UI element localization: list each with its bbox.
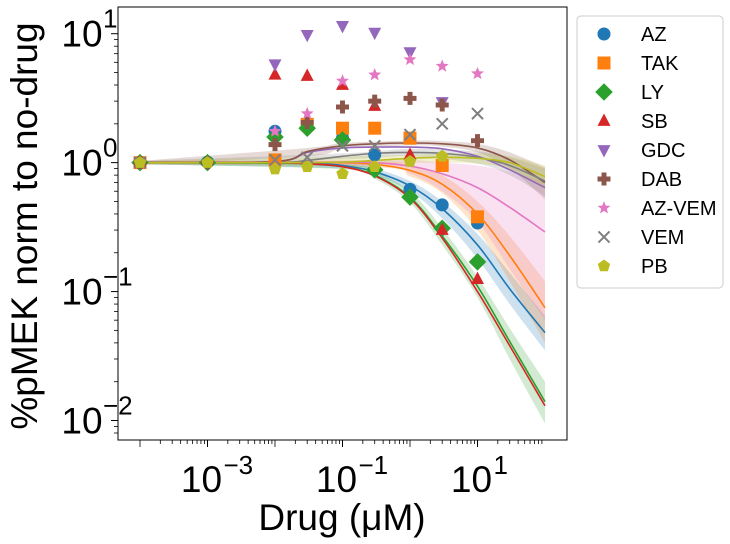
band-az-vem xyxy=(140,159,545,321)
legend-label: AZ-VEM xyxy=(641,198,717,220)
data-point-gdc xyxy=(300,29,314,43)
legend-box xyxy=(576,15,724,289)
data-point-ly xyxy=(401,188,419,206)
data-point-pb xyxy=(268,162,282,175)
y-tick-exponent: 0 xyxy=(103,133,117,163)
legend-marker xyxy=(597,172,611,186)
y-tick-label: 10 xyxy=(61,401,102,442)
data-point-vem xyxy=(336,139,349,153)
data-point-tak xyxy=(368,121,382,135)
data-point-dab xyxy=(403,91,417,105)
data-point-dab xyxy=(435,98,449,112)
data-point-sb xyxy=(403,147,417,160)
legend-label: TAK xyxy=(641,53,679,75)
data-point-dab xyxy=(268,138,282,152)
data-point-vem xyxy=(268,153,282,167)
y-axis-label: %pMEK norm to no-drug xyxy=(4,22,45,429)
data-point-vem xyxy=(435,117,449,131)
data-point-ly xyxy=(468,253,487,271)
x-tick-label: 10 xyxy=(451,459,492,500)
data-point-az-vem xyxy=(268,124,282,137)
x-tick-label: 10 xyxy=(181,459,222,500)
legend: AZ TAK LY SB GDC DAB AZ-VEM VEM PB xyxy=(576,15,724,289)
data-point-dab xyxy=(300,115,314,129)
legend-marker xyxy=(597,201,611,214)
data-point-dab xyxy=(368,94,382,108)
data-point-pb xyxy=(368,160,381,172)
data-point-ly xyxy=(266,128,284,146)
data-point-vem xyxy=(368,139,381,153)
data-point-dab xyxy=(336,100,349,114)
legend-label: GDC xyxy=(641,140,685,162)
x-axis-label: Drug (μM) xyxy=(258,497,425,538)
legend-label: DAB xyxy=(641,169,682,191)
legend-marker xyxy=(595,83,613,101)
data-point-gdc xyxy=(268,59,282,72)
data-point-az xyxy=(435,198,449,212)
data-point-sb xyxy=(435,222,449,235)
y-tick-exponent: −1 xyxy=(103,262,133,292)
data-point-dab xyxy=(471,134,484,148)
data-point-ly xyxy=(333,131,352,149)
data-point-az xyxy=(368,148,382,162)
data-point-tak xyxy=(471,210,484,224)
data-point-sb xyxy=(300,68,314,81)
data-point-az-vem xyxy=(403,52,417,66)
y-tick-label: 10 xyxy=(61,272,102,313)
x-axis: 10 −3 10 −1 10 1 xyxy=(139,440,543,500)
data-point-gdc xyxy=(336,21,349,34)
legend-label: VEM xyxy=(641,227,684,249)
data-point-vem xyxy=(300,151,314,164)
band-dab xyxy=(140,140,545,200)
data-point-az-vem xyxy=(368,67,382,81)
data-point-tak xyxy=(435,159,449,173)
data-point-pb xyxy=(336,167,349,180)
data-point-tak xyxy=(336,121,349,135)
data-point-pb xyxy=(201,156,214,168)
data-point-vem xyxy=(471,107,484,120)
legend-marker xyxy=(597,56,611,70)
legend-label: PB xyxy=(641,256,668,278)
legend-label: AZ xyxy=(641,24,667,46)
legend-marker xyxy=(597,145,611,158)
data-point-pb xyxy=(301,160,314,172)
x-tick-exponent: 1 xyxy=(494,450,508,480)
data-point-baseline xyxy=(133,156,147,168)
data-point-vem xyxy=(403,128,417,141)
data-point-az-vem xyxy=(471,66,484,80)
data-point-az-vem xyxy=(300,106,314,120)
x-tick-label: 10 xyxy=(316,459,357,500)
data-point-az-vem xyxy=(336,74,349,87)
data-point-tak xyxy=(403,131,417,145)
y-tick-label: 10 xyxy=(61,14,102,55)
x-tick-exponent: −3 xyxy=(224,450,254,480)
data-point-sb xyxy=(268,67,282,80)
data-point-gdc xyxy=(368,27,382,41)
legend-marker xyxy=(597,27,611,41)
x-tick-exponent: −1 xyxy=(359,450,389,480)
y-tick-exponent: −2 xyxy=(103,391,133,421)
data-point-pb xyxy=(436,149,449,162)
legend-label: LY xyxy=(641,82,664,104)
data-point-pb xyxy=(403,155,417,167)
legend-marker xyxy=(597,259,611,272)
y-tick-label: 10 xyxy=(61,143,102,184)
data-point-az-vem xyxy=(435,59,449,72)
data-point-sb xyxy=(471,271,484,284)
y-tick-exponent: 1 xyxy=(103,4,117,34)
legend-marker xyxy=(597,230,611,244)
legend-marker xyxy=(597,113,611,126)
legend-label: SB xyxy=(641,111,668,133)
data-points xyxy=(131,21,487,284)
band-vem xyxy=(140,148,545,197)
